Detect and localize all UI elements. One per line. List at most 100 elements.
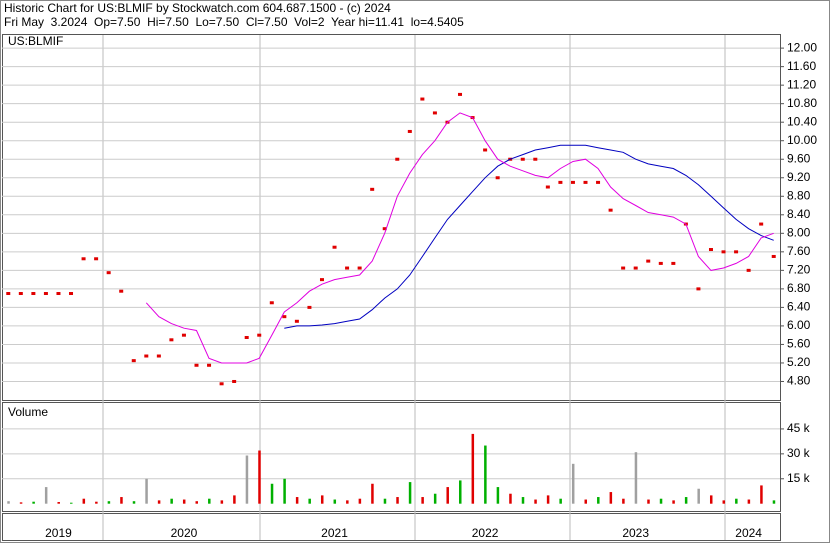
price-point [69,292,74,296]
year-label: 2022 [472,526,499,540]
price-point [232,379,237,383]
volume-bar [546,495,550,504]
price-point [6,292,11,296]
date-axis [2,513,781,541]
volume-bar [182,499,186,504]
volume-bar [195,501,198,504]
price-point [156,354,161,358]
price-point [370,187,375,191]
price-point [583,180,588,184]
price-point [219,382,224,386]
y-tick-label: 6.00 [787,318,811,332]
volume-bar [396,497,399,504]
price-point [746,268,751,272]
average-line [284,144,774,329]
price-point [181,333,186,337]
y-tick-label: 7.20 [787,263,811,277]
y-tick-label: 8.40 [787,207,811,221]
price-point [621,266,626,270]
price-point [633,266,638,270]
price-point [106,271,111,275]
price-point [458,92,463,96]
price-point [207,363,212,367]
y-tick-label: 7.60 [787,244,811,258]
year-label: 2020 [171,526,198,540]
price-point [31,292,36,296]
volume-bar [722,500,726,504]
price-point [269,301,274,305]
volume-bar [496,487,500,504]
price-point [608,208,613,212]
volume-bar [7,501,10,504]
price-point [771,254,776,258]
volume-bar [358,498,362,504]
price-point [395,157,400,161]
y-tick-label: 9.60 [787,151,811,165]
volume-bar [32,501,35,504]
price-point [520,157,525,161]
volume-bar [484,445,487,504]
symbol-label: US:BLMIF [8,34,63,48]
price-point [319,278,324,282]
price-point [658,261,663,265]
price-point [94,257,99,261]
price-point [244,335,249,339]
volume-bar [320,495,324,504]
price-point [545,185,550,189]
volume-bar [634,452,638,504]
volume-bar [459,480,462,504]
year-label: 2019 [45,526,72,540]
y-tick-label: 6.80 [787,281,811,295]
volume-bar [270,483,274,504]
y-tick-label: 6.40 [787,300,811,314]
header-line: Fri May 3.2024 Op=7.50 Hi=7.50 Lo=7.50 C… [4,15,464,29]
price-point [81,257,86,261]
volume-bar [521,497,525,504]
volume-bar [145,478,148,504]
price-point [533,157,538,161]
price-point [420,97,425,101]
price-point [131,359,136,363]
y-tick-label: 8.00 [787,225,811,239]
price-point [671,261,676,265]
price-point [282,315,287,319]
volume-bar [333,499,337,504]
price-point [432,111,437,115]
year-label: 2021 [321,526,348,540]
y-tick-label: 15 k [787,471,811,485]
y-tick-label: 12.00 [787,40,817,54]
average-line [145,112,774,364]
price-point [734,250,739,254]
price-panel [2,34,781,401]
volume-bar [157,500,161,504]
price-point [721,250,726,254]
volume-bar [371,483,374,504]
y-tick-label: 45 k [787,421,811,435]
price-point [596,180,601,184]
price-point [257,333,262,337]
volume-bar [471,433,475,504]
y-tick-label: 10.00 [787,133,817,147]
volume-panel [2,402,781,512]
volume-bar [170,498,173,504]
y-tick-label: 11.20 [787,77,816,91]
y-tick-label: 5.20 [787,355,811,369]
volume-bar [346,500,349,504]
volume-bar [95,501,98,504]
volume-bar [747,499,751,504]
price-point [169,338,174,342]
volume-bar [647,499,650,504]
volume-bar [120,497,123,504]
volume-bar [772,500,776,504]
volume-bar [44,487,48,504]
volume-bar [245,455,249,504]
price-point [495,176,500,180]
price-point [558,180,563,184]
y-tick-label: 10.80 [787,96,817,110]
price-point [407,129,412,133]
volume-bar [308,498,311,504]
price-point [56,292,61,296]
price-point [696,287,701,291]
